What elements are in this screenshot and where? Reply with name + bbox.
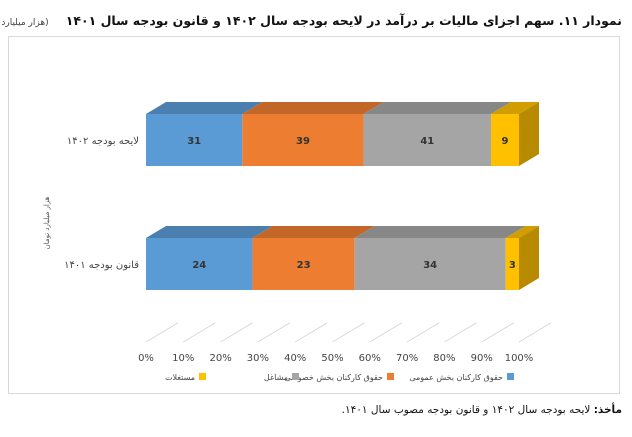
x-tick-label: 70%	[396, 353, 418, 364]
bar-side-face	[519, 102, 539, 166]
x-tick-label: 60%	[359, 353, 381, 364]
legend-label: مستغلات	[165, 373, 195, 382]
bar-segment	[505, 238, 519, 290]
legend-label: حقوق کارکنان بخش خصوصی	[284, 373, 383, 382]
bar-side-face	[519, 226, 539, 290]
bar-segment	[146, 238, 253, 290]
bar-segment	[252, 238, 355, 290]
x-tick-label: 100%	[505, 353, 534, 364]
y-axis-label: هزار میلیارد تومان	[43, 196, 51, 249]
data-label: 41	[420, 136, 434, 147]
floor-grid-line	[220, 322, 253, 343]
x-tick-label: 0%	[138, 353, 154, 364]
floor-grid-line	[518, 322, 552, 343]
data-label: 31	[187, 136, 201, 147]
bar-top-face	[242, 102, 384, 114]
source-label: مأخذ:	[593, 404, 622, 416]
x-tick-label: 40%	[284, 353, 306, 364]
floor-grid-line	[294, 322, 328, 343]
legend-swatch	[387, 373, 394, 380]
data-label: 39	[296, 136, 310, 147]
floor-grid-line	[481, 322, 514, 343]
x-tick-label: 20%	[209, 353, 231, 364]
chart-header: نمودار ۱۱. سهم اجزای مالیات بر درآمد در …	[0, 10, 622, 34]
x-tick-label: 30%	[247, 353, 269, 364]
floor-grid-line	[145, 322, 179, 343]
x-tick-label: 50%	[321, 353, 343, 364]
bar-top-face	[363, 102, 512, 114]
chart-svg: هزار میلیارد تومان لایحه بودجه ۱۴۰۲ قانون …	[43, 102, 552, 382]
x-tick-label: 10%	[172, 353, 194, 364]
bar-segment	[354, 238, 506, 290]
chart-title: نمودار ۱۱. سهم اجزای مالیات بر درآمد در …	[65, 13, 622, 28]
legend-label: حقوق کارکنان بخش عمومی	[409, 373, 503, 382]
bar-segment	[242, 114, 364, 166]
source-note: مأخذ: لایحه بودجه سال ۱۴۰۲ و قانون بودجه…	[8, 404, 622, 416]
data-label: 23	[297, 260, 311, 271]
floor-grid-line	[444, 322, 477, 343]
x-tick-label: 80%	[433, 353, 455, 364]
floor-grid-line	[183, 322, 216, 343]
bar-top-face	[146, 226, 273, 238]
source-text: لایحه بودجه سال ۱۴۰۲ و قانون بودجه مصوب …	[341, 404, 594, 416]
legend-swatch	[199, 373, 206, 380]
data-label: 24	[192, 260, 206, 271]
data-label: 9	[502, 136, 509, 147]
bar-top-face	[252, 226, 375, 238]
chart-unit: (هزار میلیارد ریال)	[0, 18, 49, 28]
floor-grid-line	[406, 322, 440, 343]
bar-segment	[146, 114, 243, 166]
bar-segment	[491, 114, 519, 166]
category-label: لایحه بودجه ۱۴۰۲	[67, 136, 139, 147]
bar-top-face	[354, 226, 526, 238]
bar-top-face	[505, 226, 539, 238]
chart-frame: هزار میلیارد تومان لایحه بودجه ۱۴۰۲ قانون …	[8, 36, 620, 394]
bar-top-face	[146, 102, 263, 114]
data-label: 3	[509, 260, 516, 271]
bar-top-face	[491, 102, 539, 114]
legend-swatch	[507, 373, 514, 380]
legend-swatch	[292, 373, 299, 380]
category-label: قانون بودجه ۱۴۰۱	[64, 260, 139, 271]
x-tick-label: 90%	[471, 353, 493, 364]
data-label: 34	[423, 260, 437, 271]
floor-grid-line	[257, 322, 291, 343]
floor-grid-line	[332, 322, 365, 343]
bar-segment	[363, 114, 492, 166]
floor-grid-line	[369, 322, 403, 343]
legend-label: مشاغل	[264, 373, 288, 382]
